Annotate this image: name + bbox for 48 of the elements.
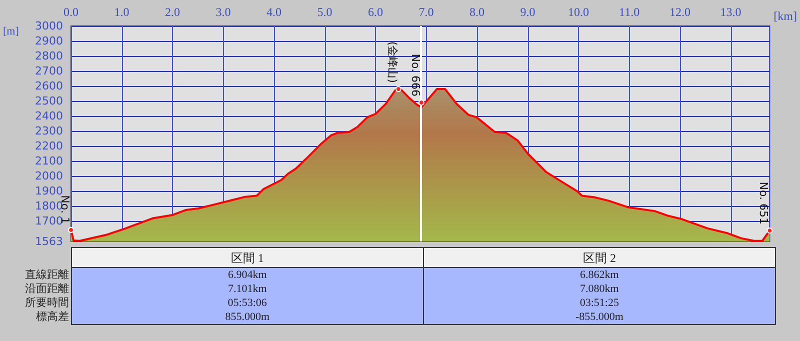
y-tick-label: 2900 — [35, 34, 63, 48]
text: 所要時間 — [0, 296, 72, 310]
x-tick-label: 0.0 — [64, 5, 78, 19]
text: 直線距離 — [0, 268, 72, 282]
x-tick-label: 4.0 — [266, 5, 282, 19]
text: 6.862km — [423, 268, 776, 282]
text: 855.000m — [71, 310, 424, 324]
y-axis-title: [m] — [3, 26, 19, 38]
x-tick-label: 12.0 — [670, 5, 691, 19]
y-tick-label: 2500 — [35, 94, 63, 108]
y-tick-label: 1563 — [35, 235, 63, 248]
x-tick-label: 8.0 — [470, 5, 485, 19]
text: 7.101km — [71, 282, 424, 296]
x-tick-label: 5.0 — [317, 5, 332, 19]
text: 区間 2 — [423, 248, 776, 268]
y-tick-label: 2200 — [35, 139, 63, 152]
y-tick-label: 2100 — [35, 154, 63, 168]
x-tick-label: 1.0 — [114, 5, 130, 19]
y-tick-label: 3000 — [35, 20, 63, 32]
x-tick-label: 10.0 — [568, 5, 590, 19]
y-tick-label: 2000 — [35, 169, 63, 182]
x-tick-label: 7.0 — [418, 5, 434, 19]
x-tick-label: 2.0 — [165, 5, 180, 19]
text: 標高差 — [0, 310, 72, 324]
x-tick-label: 9.0 — [520, 5, 536, 19]
text: 沿面距離 — [0, 282, 72, 296]
annotation: No. 666 — [408, 54, 422, 96]
annotation: (金峰山) — [386, 41, 399, 83]
x-tick-label: 3.0 — [216, 5, 231, 19]
text: 区間 1 — [71, 248, 424, 268]
y-tick-label: 1700 — [35, 214, 63, 228]
text: -855.000m — [423, 310, 776, 324]
y-tick-label: 2800 — [35, 49, 63, 62]
y-tick-label: 2600 — [35, 79, 63, 92]
y-tick-label: 2700 — [35, 64, 63, 78]
x-tick-label: 11.0 — [619, 5, 640, 19]
x-axis-title: [km] — [774, 9, 798, 23]
y-tick-label: 2300 — [35, 124, 63, 138]
text: 7.080km — [423, 282, 776, 296]
text: 03:51:25 — [423, 296, 776, 310]
text: 6.904km — [71, 268, 424, 282]
text: 05:53:06 — [71, 296, 424, 310]
y-tick-label: 2400 — [35, 109, 63, 122]
y-tick-label: 1900 — [35, 184, 63, 198]
x-tick-label: 13.0 — [720, 5, 742, 19]
y-tick-label: 1800 — [35, 199, 63, 212]
annotation: No. 651 — [757, 182, 770, 225]
x-tick-label: 6.0 — [368, 5, 384, 19]
